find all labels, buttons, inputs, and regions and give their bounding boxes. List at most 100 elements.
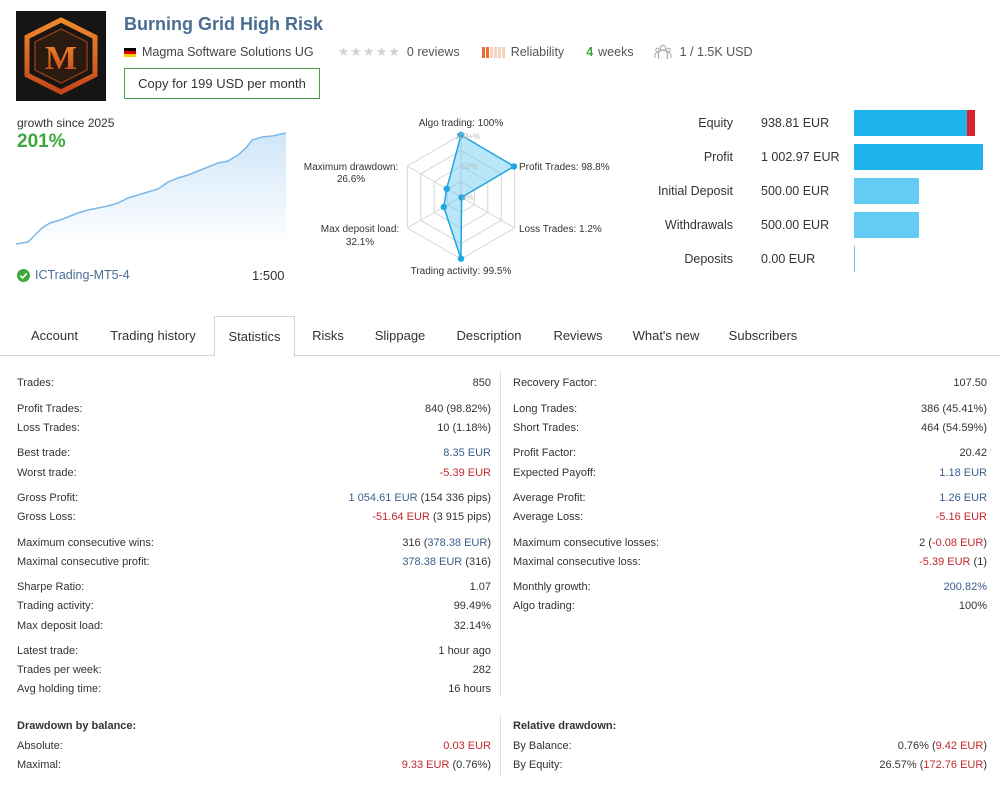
tab-trading-history[interactable]: Trading history xyxy=(110,328,196,343)
stat-label: Profit Factor: xyxy=(513,447,576,459)
stat-label: Absolute: xyxy=(17,740,63,752)
star-icon: ★ xyxy=(350,44,363,59)
copy-signal-button[interactable]: Copy for 199 USD per month xyxy=(124,68,320,99)
stat-row: Gross Loss: -51.64 EUR (3 915 pips) xyxy=(17,511,491,523)
stat-row: Gross Profit: 1 054.61 EUR (154 336 pips) xyxy=(17,492,491,504)
tab-account[interactable]: Account xyxy=(31,328,78,343)
stat-row: Latest trade: 1 hour ago xyxy=(17,645,491,657)
stat-label: Maximal: xyxy=(17,759,62,771)
radar-label-load-1: Max deposit load: xyxy=(321,224,399,235)
stat-row: Monthly growth: 200.82% xyxy=(513,581,987,593)
radar-label-drawdown-1: Maximum drawdown: xyxy=(304,162,398,173)
balance-label: Withdrawals xyxy=(664,218,733,232)
balance-bar xyxy=(854,110,975,136)
weeks-label: weeks xyxy=(598,45,634,59)
stat-label: Profit Trades: xyxy=(17,403,83,415)
growth-line xyxy=(16,132,286,245)
stat-value-extra: (0.76%) xyxy=(449,759,491,771)
stat-value: 1.07 xyxy=(469,581,491,593)
radar-chart: 100+% 50% 0% Algo trading: 100% Profit T… xyxy=(304,118,610,277)
stat-value: 386 (45.41%) xyxy=(920,403,987,415)
tab-risks[interactable]: Risks xyxy=(312,328,344,343)
radar-label-load-2: 32.1% xyxy=(346,237,374,248)
radar-label-algo: Algo trading: 100% xyxy=(419,118,504,129)
stat-value: 1 054.61 EUR (154 336 pips) xyxy=(348,492,492,504)
stat-row: Profit Trades: 840 (98.82%) xyxy=(17,403,491,415)
star-icon: ★ xyxy=(362,44,376,59)
radar-area xyxy=(443,133,516,259)
stat-label: Short Trades: xyxy=(513,422,580,434)
stat-value: 0.76% ( xyxy=(897,740,936,752)
stat-row: Best trade: 8.35 EUR xyxy=(17,447,491,459)
stat-value: 10 (1.18%) xyxy=(437,422,491,434)
author-name[interactable]: Magma Software Solutions UG xyxy=(142,45,314,59)
radar-tick-0: 0% xyxy=(462,193,474,202)
stat-label: Average Loss: xyxy=(513,511,584,523)
drawdown-absolute-row: Absolute: 0.03 EUR xyxy=(17,740,491,752)
relative-drawdown-title: Relative drawdown: xyxy=(513,720,617,732)
reviews-count[interactable]: 0 reviews xyxy=(406,45,460,59)
stat-row: Worst trade: -5.39 EUR xyxy=(17,467,491,479)
stat-value: 8.35 EUR xyxy=(443,447,491,459)
signal-title[interactable]: Burning Grid High Risk xyxy=(124,14,324,34)
leverage-value: 1:500 xyxy=(252,268,285,283)
stat-value: 200.82% xyxy=(943,581,987,593)
stat-label: Monthly growth: xyxy=(513,581,591,593)
stat-label: Avg holding time: xyxy=(17,683,102,695)
stat-row: Trades per week: 282 xyxy=(17,664,491,676)
balance-value: 1 002.97 EUR xyxy=(761,150,840,164)
tab-description[interactable]: Description xyxy=(456,328,522,343)
weeks-count: 4 xyxy=(586,45,594,59)
stat-label: Worst trade: xyxy=(17,467,77,479)
radar-label-profit: Profit Trades: 98.8% xyxy=(519,162,610,173)
radar-point xyxy=(457,131,465,139)
logo-letter: M xyxy=(45,40,77,77)
stat-value: 9.33 EUR xyxy=(401,759,450,771)
stat-value: 107.50 xyxy=(953,377,987,389)
stat-row: Trading activity: 99.49% xyxy=(17,600,491,612)
balance-bar xyxy=(854,246,855,272)
stat-value: 1.26 EUR xyxy=(939,492,987,504)
stat-label: Sharpe Ratio: xyxy=(17,581,85,593)
stat-label: Gross Loss: xyxy=(17,511,76,523)
stat-label: Loss Trades: xyxy=(17,422,80,434)
stat-row: Maximal consecutive profit: 378.38 EUR (3… xyxy=(17,556,491,568)
stat-row: Max deposit load: 32.14% xyxy=(17,620,491,632)
stat-label: Expected Payoff: xyxy=(513,467,596,479)
stat-row: Profit Factor: 20.42 xyxy=(513,447,987,459)
subscribers-icon xyxy=(654,44,672,59)
tab-what-s-new[interactable]: What's new xyxy=(632,328,700,343)
radar-point xyxy=(510,163,518,170)
tab-slippage[interactable]: Slippage xyxy=(374,328,426,343)
stat-value: 32.14% xyxy=(453,620,491,632)
balance-label: Profit xyxy=(703,150,733,164)
stat-row: Trades: 850 xyxy=(17,377,491,389)
tab-bar: Account Trading history Statistics Risks Sli… xyxy=(0,316,1000,357)
stat-row: Sharpe Ratio: 1.07 xyxy=(17,581,491,593)
stat-row: Avg holding time: 16 hours xyxy=(17,683,491,695)
logo-emblem: M xyxy=(24,17,98,95)
balance-bar xyxy=(854,178,919,204)
relative-by-equity-row: By Equity: 26.57% (172.76 EUR) xyxy=(513,759,987,771)
tab-reviews[interactable]: Reviews xyxy=(553,328,603,343)
broker-link[interactable]: ICTrading-MT5-4 xyxy=(17,268,130,282)
growth-label: growth since 2025 xyxy=(17,116,115,130)
stat-value: 26.57% ( xyxy=(879,759,924,771)
stat-value: 464 (54.59%) xyxy=(920,422,987,434)
stat-row: Average Loss: -5.16 EUR xyxy=(513,511,987,523)
balance-value: 500.00 EUR xyxy=(761,184,830,198)
broker-name[interactable]: ICTrading-MT5-4 xyxy=(35,268,130,282)
stat-row: Maximal consecutive loss: -5.39 EUR (1) xyxy=(513,556,987,568)
tab-subscribers[interactable]: Subscribers xyxy=(728,328,798,343)
stat-label: Trades: xyxy=(17,377,54,389)
column-divider xyxy=(500,372,501,696)
tab-statistics[interactable]: Statistics xyxy=(214,316,295,357)
drawdown-maximal-row: Maximal: 9.33 EUR (0.76%) xyxy=(17,759,491,771)
stat-value: 850 xyxy=(472,377,491,389)
signal-logo: M xyxy=(16,11,106,101)
stat-value: 99.49% xyxy=(453,600,491,612)
stat-row: Recovery Factor: 107.50 xyxy=(513,377,987,389)
stat-label: Best trade: xyxy=(17,447,71,459)
balance-label: Deposits xyxy=(684,252,733,266)
radar-point xyxy=(458,194,465,201)
